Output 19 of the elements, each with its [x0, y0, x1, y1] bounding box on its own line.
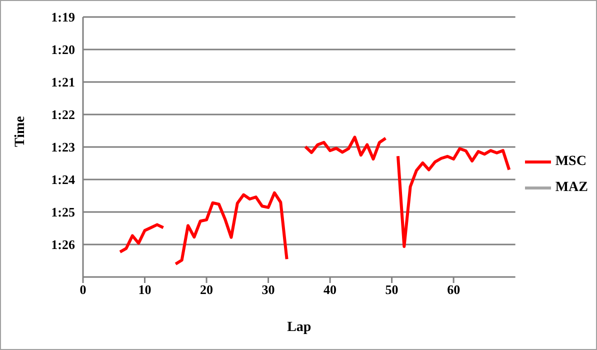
- legend-label: MAZ: [555, 180, 588, 196]
- y-tick-label: 1:25: [51, 204, 76, 220]
- x-axis-title: Lap: [287, 320, 312, 335]
- x-tick-label: 20: [200, 282, 214, 298]
- y-tick-label: 1:21: [51, 74, 75, 90]
- x-tick-label: 10: [138, 282, 152, 298]
- y-tick-label: 1:24: [51, 172, 76, 188]
- y-axis-title: Time: [12, 116, 28, 147]
- x-tick-label: 40: [324, 282, 337, 298]
- y-tick-label: 1:19: [51, 10, 76, 25]
- y-tick-label: 1:23: [51, 140, 76, 155]
- x-tick-label: 0: [80, 282, 86, 298]
- y-tick-label: 1:26: [51, 237, 76, 252]
- legend-label: MSC: [555, 154, 586, 170]
- x-tick-label: 30: [262, 282, 275, 298]
- y-tick-label: 1:22: [51, 107, 75, 122]
- y-tick-label: 1:20: [51, 42, 75, 58]
- x-tick-label: 60: [447, 282, 460, 298]
- x-tick-label: 50: [385, 282, 398, 298]
